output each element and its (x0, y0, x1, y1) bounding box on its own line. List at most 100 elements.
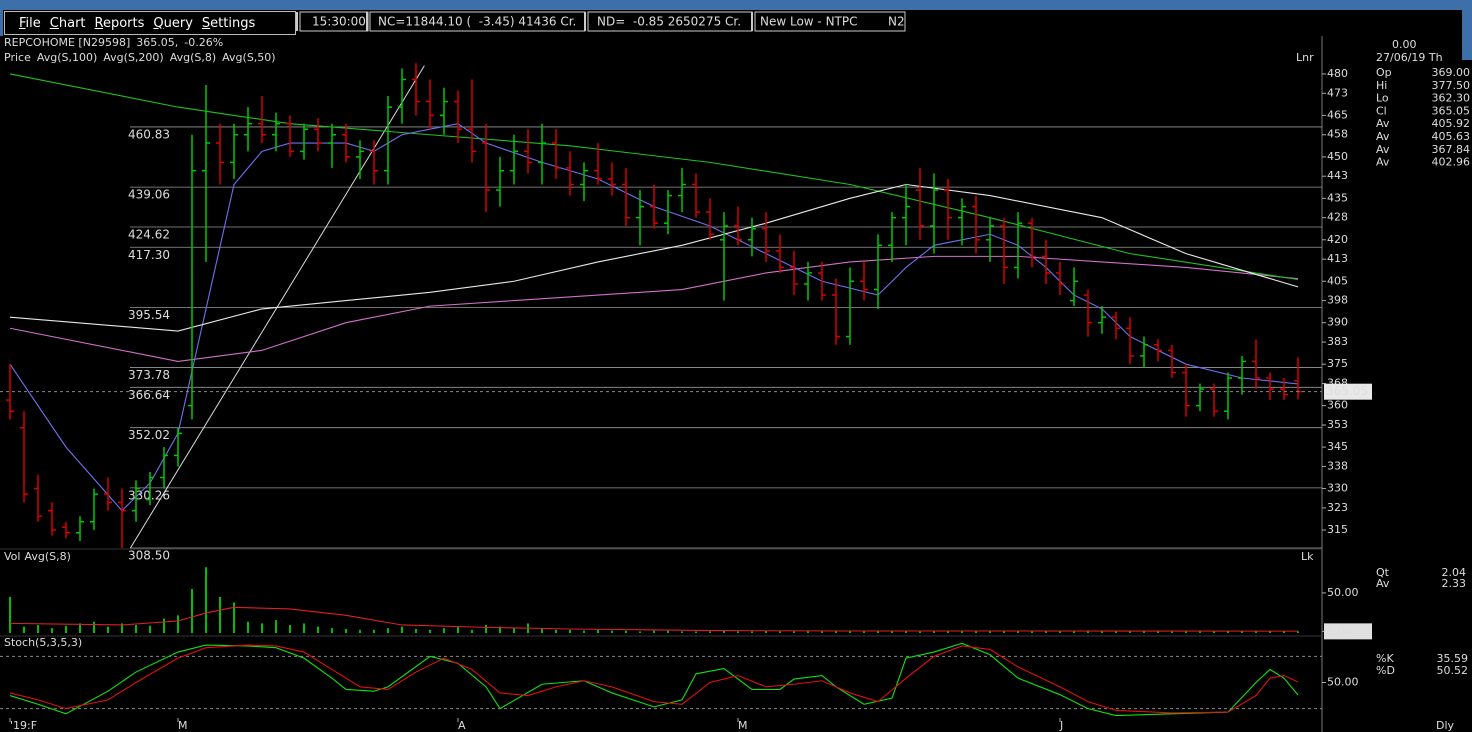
volume-bar (205, 567, 207, 633)
volume-bar (975, 630, 977, 633)
info-number: 369.00 (1432, 66, 1471, 79)
lock-label: Lk (1301, 550, 1314, 563)
volume-bar (1073, 631, 1075, 633)
volume-bar (1101, 631, 1103, 633)
volume-bar (177, 615, 179, 633)
volume-bar (737, 631, 739, 633)
volume-box (1324, 623, 1372, 640)
y-tick-label: 50.00 (1327, 586, 1359, 599)
edge-strip (0, 10, 3, 36)
toolbar-text: ND= -0.85 2650275 Cr. (597, 15, 741, 29)
volume-bar (261, 623, 263, 633)
volume-bar (345, 628, 347, 633)
toolbar-box (754, 11, 906, 32)
volume-bar (863, 630, 865, 633)
volume-bar (93, 621, 95, 633)
volume-bar (317, 626, 319, 633)
info-label: Op (1376, 66, 1392, 79)
y-tick-label: 338 (1327, 459, 1348, 472)
volume-bar (807, 630, 809, 633)
toolbar-marker (366, 12, 368, 31)
volume-bar (429, 629, 431, 633)
volume-bar (1143, 631, 1145, 633)
volume-bar (653, 630, 655, 633)
menu-item[interactable]: Settings (201, 15, 256, 31)
y-tick-label: 383 (1327, 335, 1348, 348)
volume-bar (625, 630, 627, 633)
info-label: Av (1376, 130, 1390, 143)
volume-bar (107, 626, 109, 633)
volume-bar (9, 596, 11, 633)
fib-label: 439.06 (128, 188, 170, 202)
edge-strip (1462, 0, 1472, 60)
y-tick-label: 450 (1327, 150, 1348, 163)
volume-bar (415, 628, 417, 633)
header-text: 365.05, (136, 36, 178, 49)
info-number: 405.63 (1432, 130, 1471, 143)
menu-item[interactable]: Reports (94, 15, 145, 31)
volume-bar (1087, 630, 1089, 633)
info-number: 405.92 (1432, 117, 1471, 130)
volume-bar (849, 631, 851, 633)
info-number: 365.05 (1432, 104, 1471, 117)
volume-bar (1255, 631, 1257, 633)
y-tick-label: 375 (1327, 357, 1348, 370)
y-tick-label: 480 (1327, 67, 1348, 80)
panel-title: Vol (4, 550, 20, 563)
header-text: REPCOHOME [N29598] (4, 36, 130, 49)
volume-bar (709, 631, 711, 633)
volume-bar (1213, 631, 1215, 633)
menu-item[interactable]: Chart (49, 15, 86, 31)
volume-bar (1157, 631, 1159, 633)
info-value: 0.00 (1392, 38, 1417, 51)
volume-bar (499, 626, 501, 633)
volume-bar (597, 629, 599, 633)
y-tick-label: 428 (1327, 211, 1348, 224)
volume-bar (1129, 631, 1131, 633)
x-tick-label: M (738, 719, 748, 732)
toolbar-marker (584, 12, 586, 31)
volume-bar (1003, 631, 1005, 633)
volume-bar (1269, 631, 1271, 633)
volume-bar (989, 631, 991, 633)
last-price-box (1324, 383, 1372, 400)
info-number: 50.52 (1437, 664, 1469, 677)
info-label: Hi (1376, 79, 1387, 92)
volume-bar (1115, 631, 1117, 633)
info-number: 2.33 (1442, 577, 1467, 590)
fib-label: 417.30 (128, 248, 170, 262)
menu-item[interactable]: File (19, 15, 41, 31)
volume-bar (695, 631, 697, 633)
y-tick-label: 360 (1327, 399, 1348, 412)
fib-label: 366.64 (128, 388, 170, 402)
volume-bar (667, 630, 669, 633)
volume-bar (933, 631, 935, 633)
y-tick-label: 465 (1327, 108, 1348, 121)
volume-bar (289, 624, 291, 633)
volume-bar (373, 629, 375, 633)
legend-item: Avg(S,50) (222, 51, 275, 64)
info-number: 2.04 (1442, 566, 1467, 579)
legend-item: Avg(S,100) (37, 51, 97, 64)
volume-bar (387, 628, 389, 633)
volume-bar (541, 628, 543, 633)
info-label: Lo (1376, 92, 1389, 105)
volume-bar (947, 631, 949, 633)
toolbar-text: N2 (888, 15, 905, 29)
menu-item[interactable]: Query (153, 15, 193, 31)
volume-bar (401, 626, 403, 633)
volume-bar (233, 602, 235, 633)
volume-bar (611, 630, 613, 633)
volume-bar (135, 624, 137, 633)
y-tick-label: 473 (1327, 86, 1348, 99)
volume-bar (443, 628, 445, 633)
legend-item: Price (4, 51, 31, 64)
y-tick-label: 330 (1327, 482, 1348, 495)
legend-item: Avg(S,200) (103, 51, 163, 64)
fib-label: 330.26 (128, 488, 170, 502)
y-tick-label: 413 (1327, 252, 1348, 265)
volume-bar (639, 631, 641, 633)
fib-label: 373.78 (128, 368, 170, 382)
y-tick-label: 315 (1327, 523, 1348, 536)
info-label: Qt (1376, 566, 1390, 579)
